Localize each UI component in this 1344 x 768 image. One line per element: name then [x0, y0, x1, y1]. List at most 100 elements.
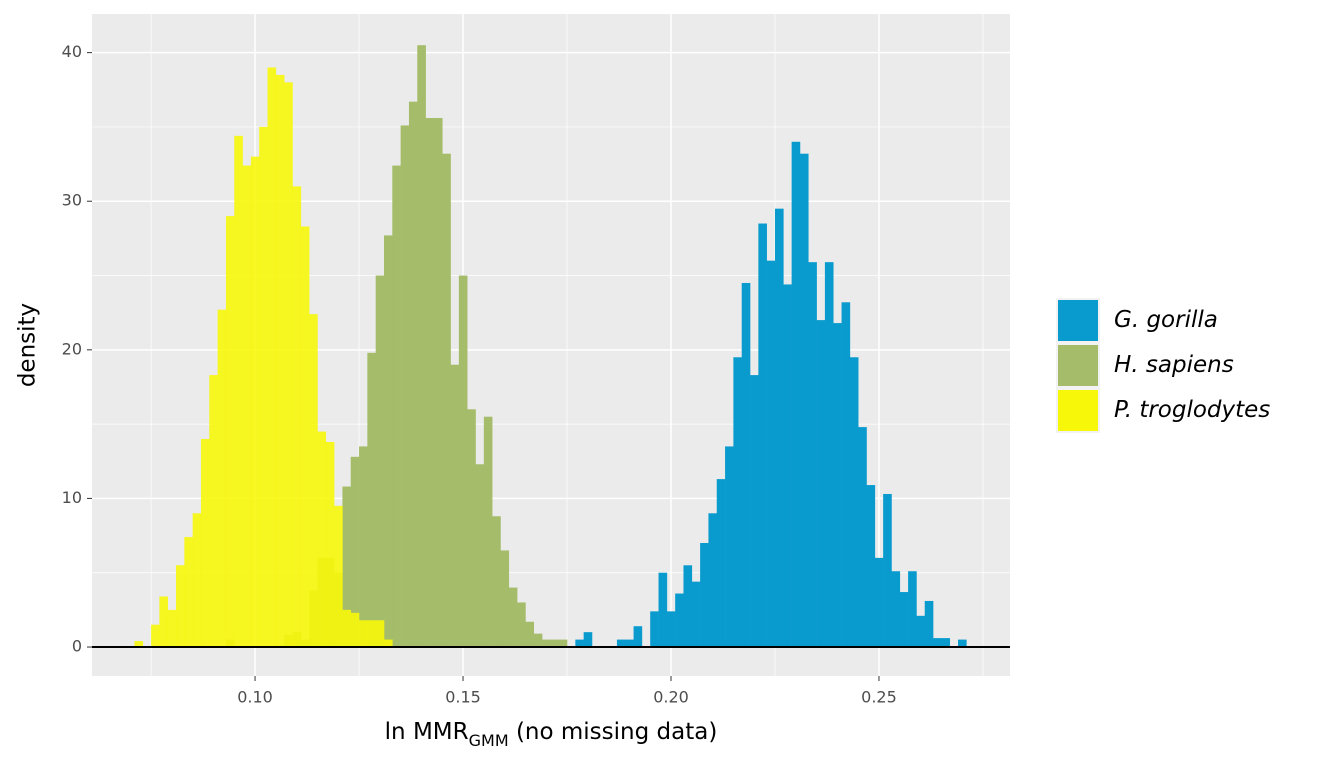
histogram-bar [666, 611, 676, 648]
x-axis-title: ln MMRGMM (no missing data) [385, 719, 718, 750]
histogram-bar [849, 357, 859, 648]
histogram-bar [700, 543, 709, 648]
histogram-bar [151, 624, 160, 648]
histogram-bar [625, 639, 634, 648]
histogram-bar [134, 641, 144, 648]
histogram-bar [941, 638, 950, 648]
histogram-bar [891, 571, 901, 648]
histogram-bar [192, 513, 202, 648]
histogram-bar [350, 456, 360, 648]
histogram-bar [675, 593, 684, 648]
histogram-bar [350, 612, 360, 648]
histogram-bar [708, 513, 718, 648]
y-tick-label: 0 [72, 637, 82, 656]
histogram-bar [275, 74, 285, 648]
histogram-bar [342, 486, 352, 648]
legend-key [1058, 390, 1098, 431]
histogram-bar [392, 165, 401, 648]
histogram-bar [833, 323, 842, 648]
histogram-bar [650, 611, 659, 648]
histogram-bar [616, 639, 626, 648]
y-tick-label: 20 [62, 339, 82, 358]
histogram-bar [176, 565, 185, 648]
histogram-bar [375, 620, 385, 648]
legend-key [1058, 300, 1098, 341]
histogram-bar [492, 516, 501, 648]
histogram-bar [184, 537, 193, 648]
legend-label: H. sapiens [1114, 352, 1234, 378]
histogram-bar [533, 633, 543, 648]
histogram-bar [417, 45, 426, 648]
histogram-bar [741, 282, 751, 648]
histogram-bar [633, 626, 643, 648]
histogram-bar [716, 479, 726, 648]
histogram-bar [750, 375, 759, 648]
histogram-bar [309, 314, 318, 648]
y-tick-label: 30 [62, 191, 82, 210]
histogram-bar [200, 438, 210, 648]
histogram-bar [442, 153, 451, 648]
histogram-bar [691, 581, 701, 648]
histogram-bar [383, 235, 393, 648]
histogram-bar [483, 416, 493, 648]
y-axis-title: density [15, 303, 41, 387]
histogram-bar [367, 620, 376, 648]
histogram-bar [317, 431, 327, 648]
histogram-bar [874, 557, 884, 648]
x-title-suffix: (no missing data) [509, 719, 718, 745]
histogram-bar [774, 208, 784, 648]
histogram-bar [400, 125, 410, 648]
x-tick-label: 0.20 [653, 688, 689, 707]
y-tick-label: 40 [62, 42, 82, 61]
axes: 0.10 0.15 0.20 0.25 0 10 20 30 40 [62, 42, 1010, 707]
histogram-bar [359, 446, 368, 648]
bars [134, 45, 967, 648]
histogram-bar [267, 67, 277, 648]
x-tick-label: 0.15 [445, 688, 481, 707]
histogram-bar [858, 427, 867, 648]
legend-key [1058, 345, 1098, 386]
histogram-bar [334, 505, 343, 648]
histogram-bar [916, 615, 926, 648]
histogram-bar [517, 602, 526, 648]
histogram-bar [508, 587, 518, 648]
histogram-bar [558, 639, 568, 648]
histogram-bar [383, 639, 393, 648]
histogram-bar [725, 446, 734, 648]
histogram-bar [300, 226, 310, 648]
x-tick-label: 0.25 [861, 688, 897, 707]
histogram-bar [542, 639, 551, 648]
histogram-bar [217, 309, 227, 648]
histogram-bar [791, 141, 801, 648]
histogram-bar [359, 620, 368, 648]
histogram-bar [658, 572, 668, 648]
legend: G. gorilla H. sapiens P. troglodytes [1056, 298, 1270, 433]
x-title-main: ln MMR [385, 719, 469, 745]
histogram-bar [292, 186, 302, 648]
histogram-bar [242, 165, 252, 648]
histogram-bar [824, 262, 834, 648]
x-tick-label: 0.10 [237, 688, 273, 707]
histogram-bar [500, 550, 510, 648]
histogram-bar [924, 600, 934, 648]
x-title-sub: GMM [469, 731, 509, 750]
histogram-bar [159, 596, 169, 648]
histogram-bar [908, 571, 917, 648]
histogram-bar [758, 223, 767, 648]
histogram-bar [475, 464, 485, 648]
histogram-bar [575, 639, 584, 648]
histogram-bar [375, 275, 385, 648]
legend-label: G. gorilla [1114, 307, 1218, 333]
histogram-bar [259, 126, 268, 648]
histogram-bar [284, 82, 293, 648]
y-tick-label: 10 [62, 488, 82, 507]
histogram-bar [225, 216, 235, 648]
legend-label: P. troglodytes [1114, 397, 1270, 423]
histogram-bar [683, 565, 693, 648]
histogram-bar [433, 118, 443, 648]
histogram-bar [250, 156, 260, 648]
histogram-bar [209, 375, 218, 648]
histogram-bar [167, 609, 177, 648]
histogram-bar [841, 302, 851, 648]
histogram-bar [799, 153, 809, 648]
